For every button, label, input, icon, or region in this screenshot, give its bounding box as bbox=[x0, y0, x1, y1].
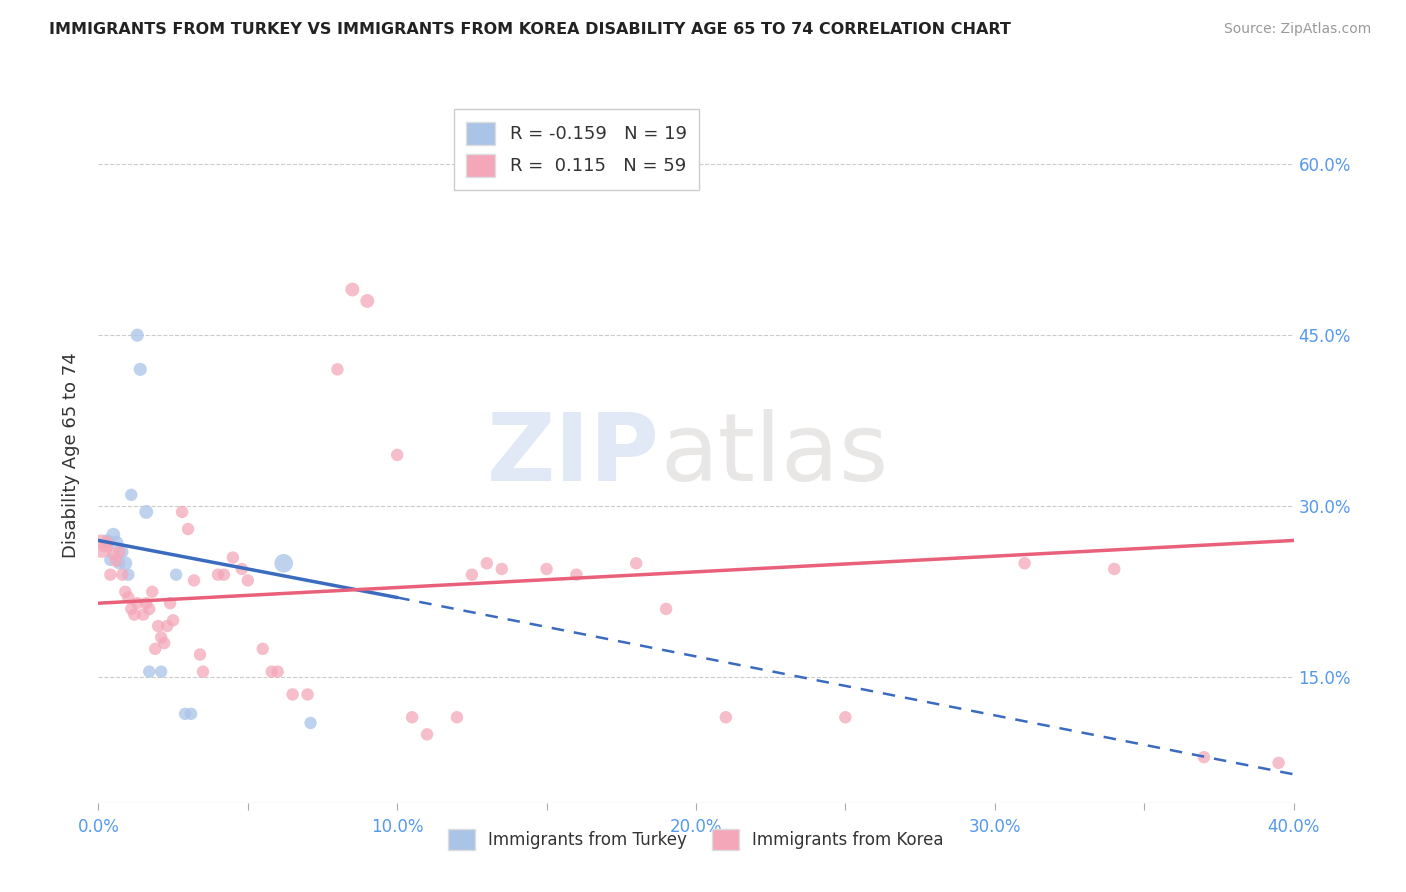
Point bbox=[222, 550, 245, 565]
Y-axis label: Disability Age 65 to 74: Disability Age 65 to 74 bbox=[62, 352, 80, 558]
Point bbox=[98, 567, 122, 582]
Point bbox=[111, 545, 134, 559]
Point bbox=[108, 545, 131, 559]
Point bbox=[536, 562, 558, 576]
Point bbox=[96, 533, 118, 548]
Point bbox=[98, 553, 122, 567]
Point bbox=[475, 556, 498, 570]
Point bbox=[174, 706, 197, 721]
Point bbox=[127, 596, 149, 610]
Point bbox=[385, 448, 409, 462]
Point bbox=[212, 567, 235, 582]
Text: ZIP: ZIP bbox=[488, 409, 661, 501]
Point bbox=[180, 706, 202, 721]
Point bbox=[356, 293, 378, 308]
Text: Source: ZipAtlas.com: Source: ZipAtlas.com bbox=[1223, 22, 1371, 37]
Point bbox=[267, 665, 290, 679]
Point bbox=[207, 567, 229, 582]
Point bbox=[103, 547, 125, 561]
Point bbox=[1104, 562, 1126, 576]
Point bbox=[281, 688, 304, 702]
Point bbox=[127, 328, 149, 343]
Point bbox=[120, 488, 142, 502]
Point bbox=[446, 710, 468, 724]
Point bbox=[342, 283, 364, 297]
Point bbox=[165, 567, 187, 582]
Point bbox=[491, 562, 513, 576]
Point bbox=[655, 602, 678, 616]
Point bbox=[111, 567, 134, 582]
Point bbox=[96, 535, 118, 549]
Point bbox=[714, 710, 737, 724]
Point bbox=[231, 562, 253, 576]
Point bbox=[150, 631, 173, 645]
Point bbox=[297, 688, 319, 702]
Point bbox=[143, 641, 166, 656]
Point bbox=[159, 596, 181, 610]
Point bbox=[1267, 756, 1289, 770]
Point bbox=[141, 584, 163, 599]
Point bbox=[90, 539, 112, 553]
Point bbox=[236, 574, 259, 588]
Point bbox=[135, 505, 157, 519]
Point bbox=[299, 715, 322, 730]
Point bbox=[132, 607, 155, 622]
Point bbox=[93, 539, 115, 553]
Point bbox=[326, 362, 349, 376]
Legend: Immigrants from Turkey, Immigrants from Korea: Immigrants from Turkey, Immigrants from … bbox=[441, 822, 950, 857]
Point bbox=[156, 619, 179, 633]
Point bbox=[138, 665, 160, 679]
Point bbox=[1192, 750, 1215, 764]
Point bbox=[565, 567, 588, 582]
Point bbox=[273, 556, 295, 570]
Point bbox=[260, 665, 283, 679]
Point bbox=[191, 665, 214, 679]
Point bbox=[153, 636, 176, 650]
Point bbox=[120, 602, 142, 616]
Point bbox=[401, 710, 423, 724]
Point bbox=[114, 584, 136, 599]
Point bbox=[162, 613, 184, 627]
Point bbox=[626, 556, 648, 570]
Point bbox=[138, 602, 160, 616]
Text: IMMIGRANTS FROM TURKEY VS IMMIGRANTS FROM KOREA DISABILITY AGE 65 TO 74 CORRELAT: IMMIGRANTS FROM TURKEY VS IMMIGRANTS FRO… bbox=[49, 22, 1011, 37]
Point bbox=[150, 665, 173, 679]
Point bbox=[183, 574, 205, 588]
Point bbox=[114, 556, 136, 570]
Point bbox=[105, 554, 128, 568]
Point bbox=[172, 505, 194, 519]
Point bbox=[129, 362, 152, 376]
Point bbox=[105, 535, 128, 549]
Point bbox=[124, 607, 146, 622]
Point bbox=[188, 648, 211, 662]
Point bbox=[834, 710, 856, 724]
Point bbox=[252, 641, 274, 656]
Point bbox=[148, 619, 170, 633]
Point bbox=[108, 556, 131, 570]
Point bbox=[1014, 556, 1036, 570]
Point bbox=[461, 567, 484, 582]
Point bbox=[117, 567, 139, 582]
Point bbox=[416, 727, 439, 741]
Point bbox=[117, 591, 139, 605]
Text: atlas: atlas bbox=[661, 409, 889, 501]
Point bbox=[103, 528, 125, 542]
Point bbox=[135, 596, 157, 610]
Point bbox=[177, 522, 200, 536]
